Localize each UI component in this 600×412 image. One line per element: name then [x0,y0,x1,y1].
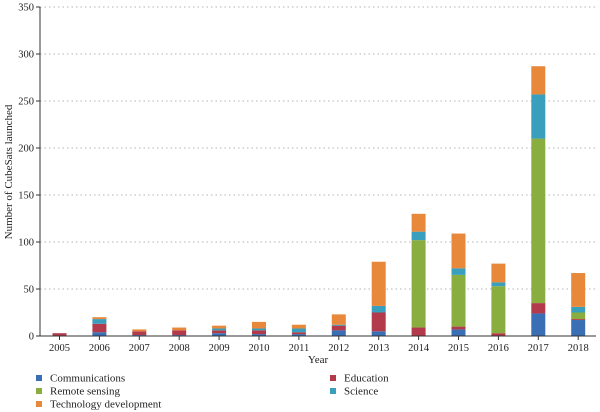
bars-group [52,66,586,336]
legend-swatch-science [330,388,336,394]
legend: Communications Education Remote sensing Sci… [36,373,389,411]
bar-2018-communications [571,320,586,336]
bar-2015-education [451,326,466,330]
bar-2017-remote-sensing [531,138,546,304]
bar-2009-education [212,330,227,334]
x-tick-label-2007: 2007 [129,343,150,354]
bar-2015-technology-development [451,233,466,269]
legend-label-science: Science [344,386,378,398]
x-tick-label-2010: 2010 [249,343,270,354]
bar-2014-remote-sensing [411,240,426,328]
x-tick-label-2012: 2012 [328,343,349,354]
bar-2013-science [371,305,386,313]
bar-2010-technology-development [252,321,266,329]
legend-swatch-technology-development [36,401,42,407]
y-tick-label-50: 50 [24,285,35,296]
bar-2018-science [571,306,586,313]
y-axis-title: Number of CubeSats launched [3,104,15,239]
bar-2018-technology-development [571,273,586,307]
bar-2018-education [571,319,586,321]
legend-label-education: Education [344,373,389,385]
bar-2016-technology-development [491,263,506,283]
bar-2015-communications [451,329,466,336]
x-tick-label-2011: 2011 [289,343,310,354]
legend-label-remote-sensing: Remote sensing [50,386,120,398]
legend-label-communications: Communications [50,373,125,385]
y-tick-label-150: 150 [18,191,34,202]
bar-2017-communications [531,313,546,336]
bar-2007-technology-development [132,329,147,332]
bar-2012-education [331,325,346,331]
x-tick-labels: 2005 2006 2007 2008 2009 2010 2011 2012 2013 2014… [49,336,589,354]
bar-2011-science [291,328,306,333]
y-tick-label-300: 300 [18,50,34,61]
x-tick-label-2013: 2013 [368,343,389,354]
bar-2005-education [52,333,67,336]
bar-2017-technology-development [531,66,546,95]
x-tick-label-2005: 2005 [49,343,70,354]
bar-2016-science [491,282,506,287]
bar-2016-education [491,333,506,336]
bar-2013-communications [371,331,386,336]
bar-2010-education [252,330,266,335]
bar-2006-science [92,319,107,324]
y-tick-label-100: 100 [18,238,34,249]
bar-2014-technology-development [411,213,426,232]
y-tick-label-0: 0 [29,332,34,343]
bar-2014-education [411,327,426,336]
x-tick-label-2015: 2015 [448,343,469,354]
y-tick-label-250: 250 [18,97,34,108]
y-tick-label-200: 200 [18,144,34,155]
bar-2013-technology-development [371,261,386,306]
legend-swatch-education [330,375,336,381]
bar-2009-technology-development [212,325,227,329]
bar-2013-education [371,312,386,332]
bar-2010-communications [252,334,266,336]
bar-2012-technology-development [331,314,346,325]
bar-2009-communications [212,333,227,336]
y-tick-labels: 0 50 100 150 200 250 300 350 [18,3,40,343]
bar-2015-remote-sensing [451,274,466,327]
bar-2011-communications [291,334,306,336]
x-tick-label-2006: 2006 [89,343,110,354]
y-tick-label-350: 350 [18,3,34,14]
bar-2017-science [531,94,546,139]
bar-2012-science [331,324,346,326]
bar-2014-science [411,231,426,241]
bar-2006-education [92,323,107,333]
bar-2007-education [132,331,147,336]
bar-2017-education [531,303,546,314]
legend-label-technology-development: Technology development [50,399,161,411]
bar-2010-science [252,328,266,331]
bar-2016-remote-sensing [491,286,506,334]
bar-2018-remote-sensing [571,312,586,320]
x-tick-label-2017: 2017 [528,343,549,354]
x-tick-label-2014: 2014 [408,343,430,354]
x-tick-label-2008: 2008 [169,343,190,354]
bar-2009-science [212,328,227,331]
legend-swatch-communications [36,375,42,381]
bar-2015-science [451,268,466,275]
bar-2011-technology-development [291,324,306,329]
x-tick-label-2009: 2009 [209,343,230,354]
x-axis-title: Year [308,354,329,366]
grid-lines [40,6,596,290]
legend-swatch-remote-sensing [36,388,42,394]
x-tick-label-2016: 2016 [488,343,509,354]
bar-2008-education [172,330,187,336]
axes [39,7,596,337]
bar-2011-education [291,332,306,335]
bar-2008-technology-development [172,327,187,331]
x-tick-label-2018: 2018 [568,343,589,354]
bar-2006-technology-development [92,317,107,320]
bar-2012-communications [331,330,346,336]
bar-2006-communications [92,332,107,336]
